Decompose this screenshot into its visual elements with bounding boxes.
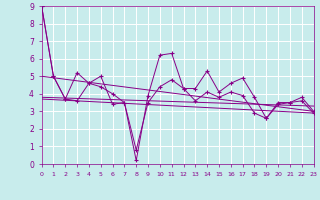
Text: Windchill (Refroidissement éolien,°C): Windchill (Refroidissement éolien,°C) — [92, 186, 263, 196]
